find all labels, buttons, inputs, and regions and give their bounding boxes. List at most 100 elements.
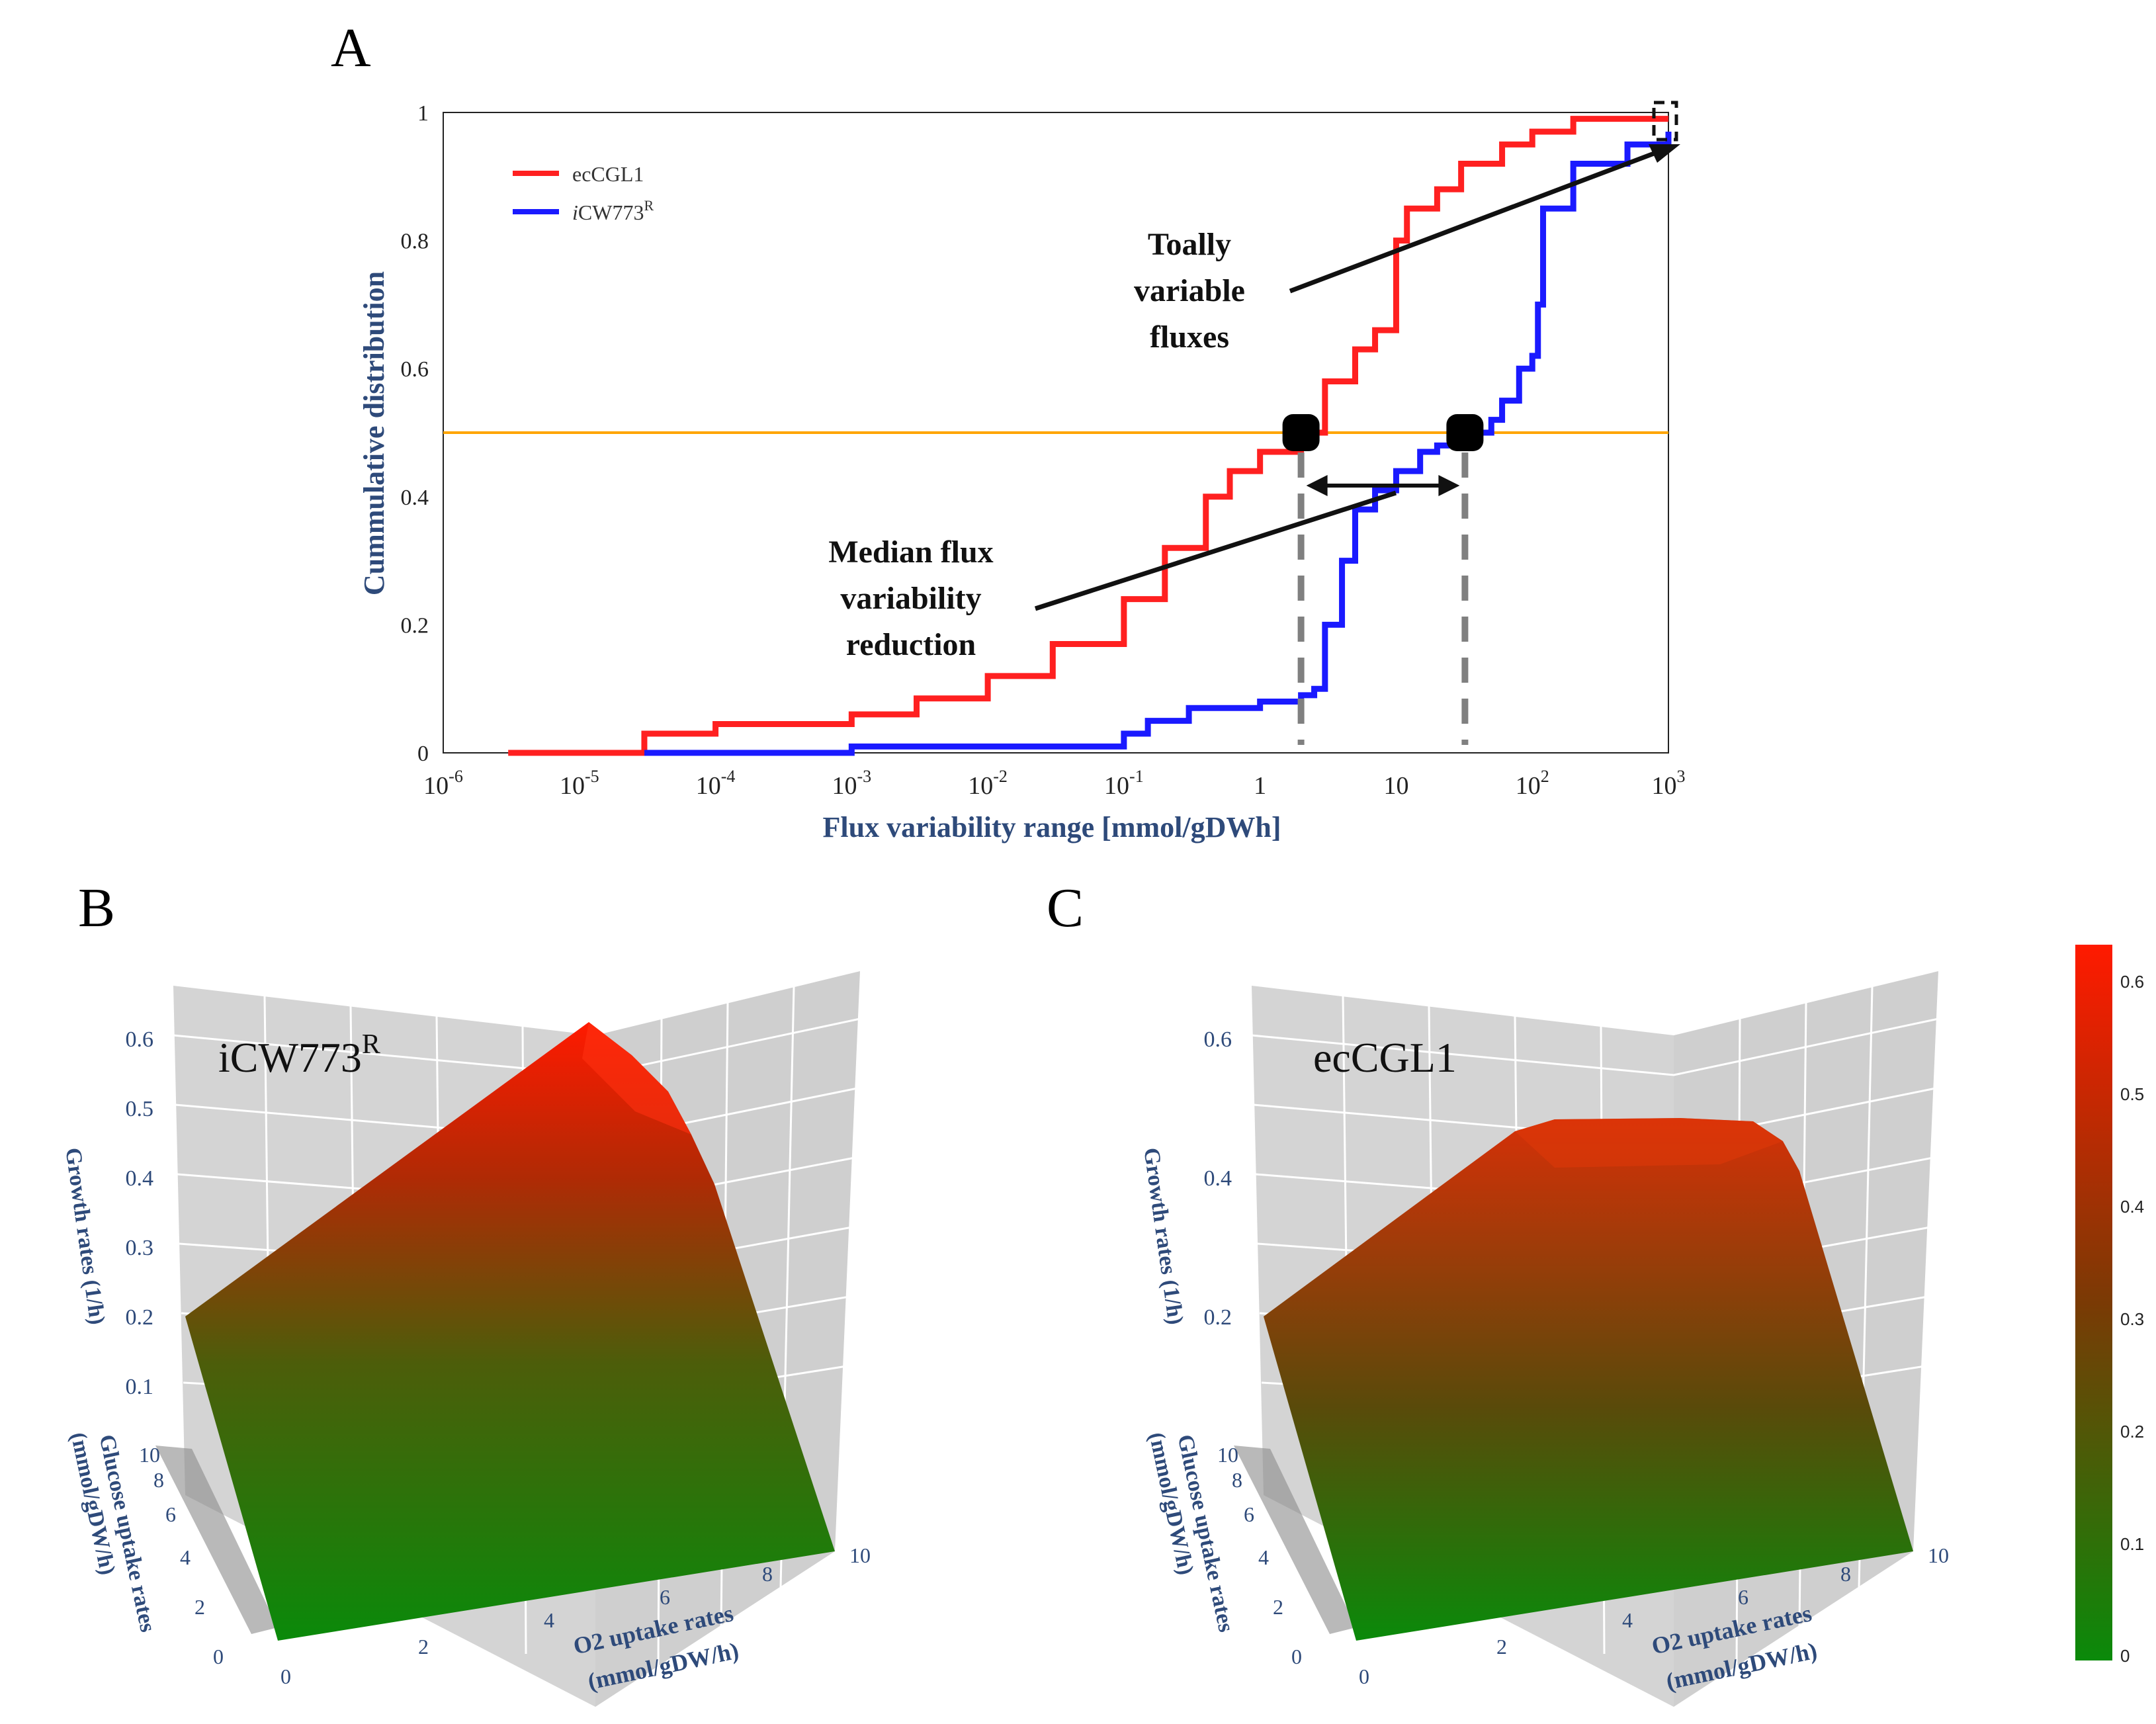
colorbar-tick: 0.5 <box>2120 1084 2144 1104</box>
colorbar-tick: 0.6 <box>2120 972 2144 992</box>
surface-plateau-highlight <box>1515 1118 1783 1168</box>
y-tick: 4 <box>180 1545 191 1569</box>
floor-strip <box>1234 1445 1356 1634</box>
x-tick: 2 <box>418 1635 429 1659</box>
median-marker-iCW773R <box>1446 414 1484 451</box>
annotation-text: Toally <box>1148 227 1231 262</box>
z-tick: 0.4 <box>1204 1166 1232 1191</box>
surface-peak-highlight <box>582 1022 691 1135</box>
x-tick: 10-5 <box>560 767 599 800</box>
y-tick: 1 <box>417 101 429 126</box>
x-axis-ticks-b: 0 2 4 6 8 10 <box>280 1543 871 1688</box>
x-tick: 4 <box>1622 1608 1633 1632</box>
y-axis-ticks-c: 0 2 4 6 8 10 <box>1217 1443 1302 1668</box>
panel-label-b: B <box>78 877 115 939</box>
colorbar-ticks: 0 0.1 0.2 0.3 0.4 0.5 0.6 <box>2120 972 2144 1666</box>
y-tick: 4 <box>1258 1545 1269 1569</box>
x-tick: 10-1 <box>1104 767 1144 800</box>
x-axis-ticks-c: 0 2 4 6 8 10 <box>1359 1543 1949 1688</box>
z-tick: 0.2 <box>1204 1305 1232 1330</box>
floor-strip <box>155 1445 278 1634</box>
legend-label-ecCGL1: ecCGL1 <box>572 162 644 186</box>
y-tick: 0.2 <box>401 613 429 638</box>
x-tick: 103 <box>1652 767 1686 800</box>
annotation-text: reduction <box>846 627 976 662</box>
x-axis-label: Flux variability range [mmol/gDWh] <box>823 811 1281 843</box>
annotation-text: Median flux <box>828 535 993 570</box>
x-tick: 1 <box>1254 772 1266 800</box>
y-tick: 6 <box>165 1502 176 1526</box>
x-tick: 10-2 <box>968 767 1008 800</box>
x-tick: 0 <box>280 1664 291 1688</box>
legend-label-iCW773R: iCW773R <box>572 197 654 224</box>
x-tick: 6 <box>660 1585 670 1609</box>
colorbar-tick: 0.2 <box>2120 1422 2144 1442</box>
y-tick: 8 <box>1232 1468 1242 1492</box>
colorbar-tick: 0.1 <box>2120 1534 2144 1554</box>
panel-c: C ecCGL1 0.6 0.4 0.2 Growth rates <box>1047 877 1949 1707</box>
y-tick: 0 <box>1291 1645 1302 1668</box>
x-tick: 10-3 <box>832 767 871 800</box>
x-tick: 8 <box>762 1562 773 1586</box>
z-tick: 0.2 <box>126 1305 154 1330</box>
z-axis-label-c: Growth rates (1/h) <box>1139 1146 1187 1326</box>
x-tick: 6 <box>1738 1585 1748 1609</box>
series-ecCGL1 <box>508 116 1668 756</box>
x-tick: 10 <box>1928 1543 1949 1567</box>
x-tick: 10 <box>1383 772 1408 800</box>
colorbar-gradient <box>2075 945 2112 1660</box>
annotation-text: fluxes <box>1150 320 1229 355</box>
z-axis-ticks-b: 0.6 0.5 0.4 0.3 0.2 0.1 <box>126 1027 154 1399</box>
z-axis-label-b: Growth rates (1/h) <box>60 1146 109 1326</box>
x-tick: 10 <box>849 1543 871 1567</box>
growth-surface-c <box>1264 1118 1913 1641</box>
y-axis-ticks: 0 0.2 0.4 0.6 0.8 1 <box>401 101 429 766</box>
panel-a: A 0 0.2 0.4 0.6 0.8 1 10-6 10-5 10-4 10-3 10… <box>331 17 1686 843</box>
y-tick: 0.6 <box>401 357 429 382</box>
z-tick: 0.4 <box>126 1166 154 1191</box>
x-tick: 102 <box>1516 767 1549 800</box>
z-axis-ticks-c: 0.6 0.4 0.2 <box>1204 1027 1232 1330</box>
z-tick: 0.5 <box>126 1097 154 1121</box>
annotation-text: variability <box>840 581 981 616</box>
z-tick: 0.6 <box>1204 1027 1232 1052</box>
z-tick: 0.3 <box>126 1236 154 1260</box>
annotation-total-variable: Toally variable fluxes <box>1134 227 1245 355</box>
colorbar: 0 0.1 0.2 0.3 0.4 0.5 0.6 <box>2075 945 2144 1666</box>
legend: ecCGL1 iCW773R <box>513 162 654 224</box>
median-marker-ecCGL1 <box>1282 414 1320 451</box>
y-tick: 2 <box>1273 1595 1283 1619</box>
arrow-total-variable <box>1289 151 1655 294</box>
series-iCW773R <box>644 132 1672 756</box>
y-tick: 0.4 <box>401 486 429 510</box>
y-tick: 2 <box>194 1595 205 1619</box>
panel-b: B iCW773R 0.6 0.5 0.4 <box>60 877 871 1707</box>
arrow-head-left <box>1306 475 1328 496</box>
x-tick: 2 <box>1496 1635 1507 1659</box>
y-tick: 0 <box>213 1645 224 1668</box>
growth-surface-b <box>185 1022 835 1641</box>
z-tick: 0.1 <box>126 1375 154 1399</box>
annotation-median-reduction: Median flux variability reduction <box>828 535 993 662</box>
x-tick: 8 <box>1840 1562 1851 1586</box>
y-axis-label: Cummulative distribution <box>358 271 390 595</box>
colorbar-tick: 0.3 <box>2120 1309 2144 1329</box>
y-tick: 8 <box>153 1468 164 1492</box>
y-tick: 10 <box>139 1443 160 1467</box>
x-tick: 10-4 <box>696 767 736 800</box>
x-tick: 0 <box>1359 1664 1369 1688</box>
surface-title-c: ecCGL1 <box>1313 1034 1457 1081</box>
arrow-head-total <box>1649 144 1680 163</box>
arrow-median <box>1034 490 1397 611</box>
y-tick: 6 <box>1244 1502 1254 1526</box>
panel-label-c: C <box>1047 877 1084 939</box>
x-tick: 10-6 <box>423 767 463 800</box>
panel-label-a: A <box>331 17 371 79</box>
surface-title-b: iCW773R <box>218 1029 380 1081</box>
x-axis-ticks: 10-6 10-5 10-4 10-3 10-2 10-1 1 10 102 103 <box>423 767 1685 800</box>
y-tick: 0 <box>417 742 429 766</box>
y-axis-ticks-b: 0 2 4 6 8 10 <box>139 1443 224 1668</box>
x-tick: 4 <box>544 1608 554 1632</box>
annotation-text: variable <box>1134 273 1245 308</box>
